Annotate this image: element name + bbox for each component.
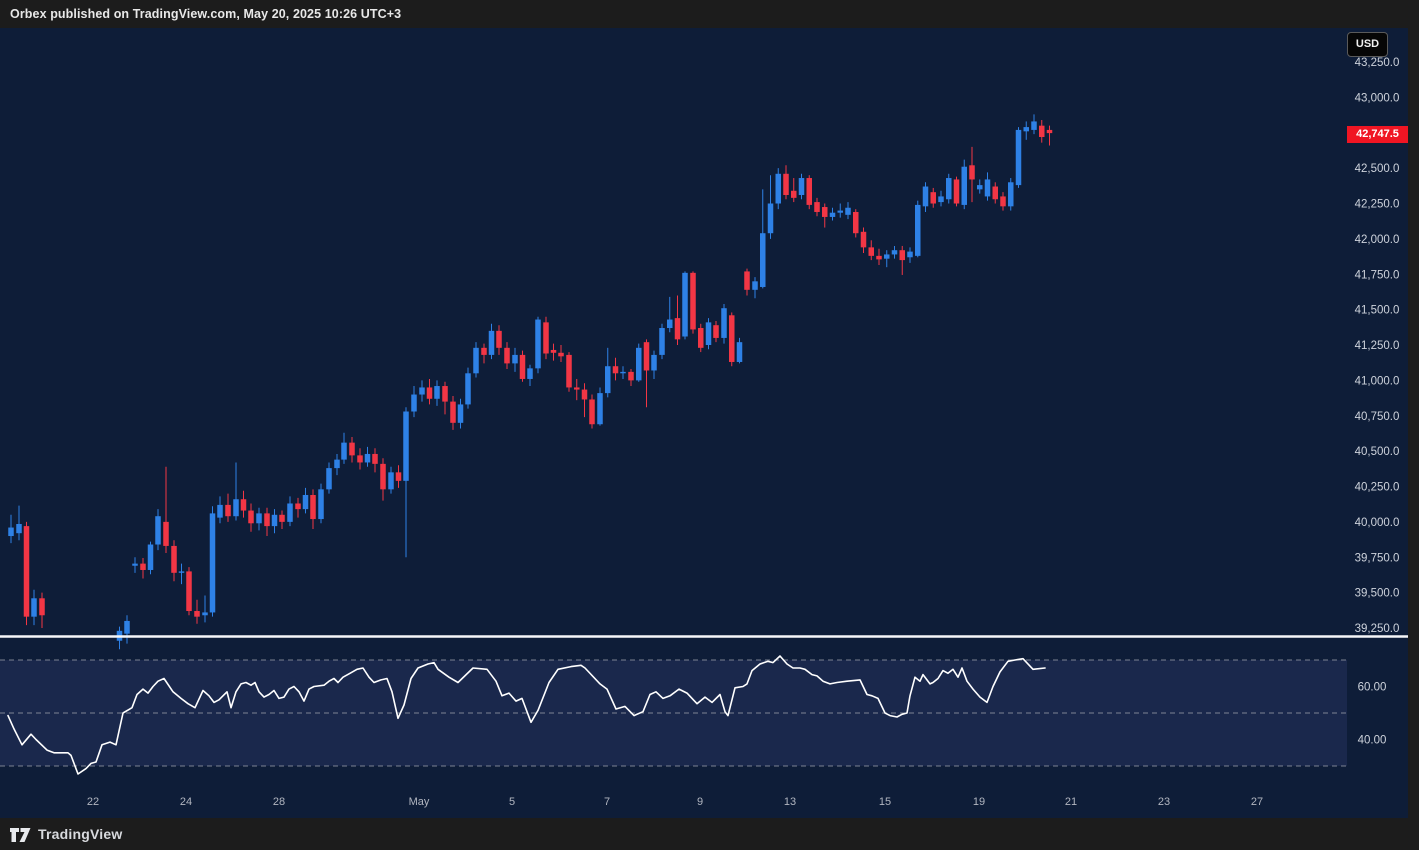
tradingview-brand-text[interactable]: TradingView <box>38 826 123 842</box>
svg-text:21: 21 <box>1065 796 1077 808</box>
svg-text:May: May <box>409 796 430 808</box>
candles-layer <box>8 114 1053 650</box>
svg-text:40,500.0: 40,500.0 <box>1355 446 1400 458</box>
last-price-badge: 42,747.5 <box>1347 126 1408 143</box>
svg-text:40,000.0: 40,000.0 <box>1355 517 1400 529</box>
svg-text:13: 13 <box>784 796 796 808</box>
svg-text:19: 19 <box>973 796 985 808</box>
date-axis[interactable]: 22 24 28 May 5 7 9 13 15 19 21 23 27 <box>87 796 1263 808</box>
svg-text:23: 23 <box>1158 796 1170 808</box>
svg-text:43,000.0: 43,000.0 <box>1355 92 1400 104</box>
svg-text:39,750.0: 39,750.0 <box>1355 552 1400 564</box>
svg-text:41,250.0: 41,250.0 <box>1355 340 1400 352</box>
publish-banner: Orbex published on TradingView.com, May … <box>0 0 1419 28</box>
svg-text:40.00: 40.00 <box>1358 735 1387 747</box>
rsi-band <box>0 659 1347 767</box>
svg-text:41,500.0: 41,500.0 <box>1355 305 1400 317</box>
svg-text:5: 5 <box>509 796 515 808</box>
footer-bar: TradingView <box>0 818 1419 850</box>
right-margin-strip <box>1408 28 1419 818</box>
svg-text:41,000.0: 41,000.0 <box>1355 375 1400 387</box>
svg-text:15: 15 <box>879 796 891 808</box>
svg-text:60.00: 60.00 <box>1358 682 1387 694</box>
svg-text:24: 24 <box>180 796 192 808</box>
svg-text:39,250.0: 39,250.0 <box>1355 623 1400 635</box>
publish-banner-text: Orbex published on TradingView.com, May … <box>10 7 402 21</box>
svg-text:42,250.0: 42,250.0 <box>1355 199 1400 211</box>
price-axis[interactable]: 43,250.0 43,000.0 42,500.0 42,250.0 42,000.0… <box>1355 57 1400 747</box>
svg-text:41,750.0: 41,750.0 <box>1355 269 1400 281</box>
chart-area[interactable]: 43,250.0 43,000.0 42,500.0 42,250.0 42,000.0… <box>0 28 1419 818</box>
svg-text:43,250.0: 43,250.0 <box>1355 57 1400 69</box>
svg-text:42,500.0: 42,500.0 <box>1355 163 1400 175</box>
svg-text:42,000.0: 42,000.0 <box>1355 234 1400 246</box>
rsi-line <box>7 655 1046 775</box>
currency-toggle-button[interactable]: USD <box>1347 32 1388 57</box>
svg-text:7: 7 <box>604 796 610 808</box>
price-chart-canvas[interactable]: 43,250.0 43,000.0 42,500.0 42,250.0 42,000.0… <box>0 28 1419 818</box>
svg-text:40,750.0: 40,750.0 <box>1355 411 1400 423</box>
tradingview-logo-icon[interactable] <box>10 826 31 842</box>
svg-text:39,500.0: 39,500.0 <box>1355 588 1400 600</box>
svg-text:40,250.0: 40,250.0 <box>1355 482 1400 494</box>
svg-text:22: 22 <box>87 796 99 808</box>
svg-text:28: 28 <box>273 796 285 808</box>
svg-text:9: 9 <box>697 796 703 808</box>
svg-text:27: 27 <box>1251 796 1263 808</box>
